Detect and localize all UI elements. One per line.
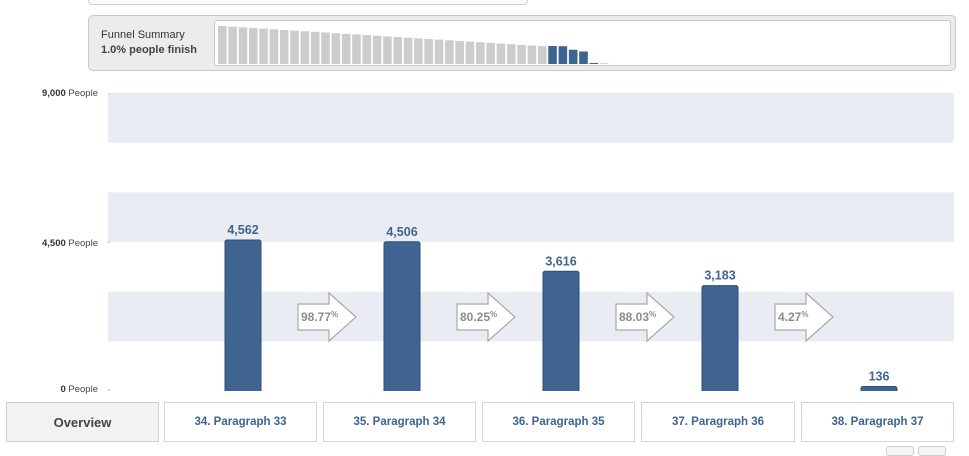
y-label-mid: 4,500 People [41, 238, 98, 249]
top-panel-edge [88, 0, 528, 5]
mini-funnel-bar [383, 36, 392, 64]
conversion-label: 80.25% [460, 310, 497, 324]
mini-funnel-bar [290, 30, 299, 64]
bar-36 [542, 270, 580, 391]
mini-funnel-bar [259, 28, 268, 64]
mini-funnel-chart [218, 26, 609, 64]
mini-funnel-bar [558, 46, 568, 64]
mini-funnel-bar [352, 34, 361, 64]
mini-funnel-bar [310, 31, 320, 64]
bar-34 [224, 239, 262, 391]
mini-funnel-bar [341, 33, 351, 64]
mini-funnel-bar [434, 39, 444, 64]
mini-funnel-bar [537, 46, 547, 64]
mini-funnel-bar [548, 46, 557, 64]
mini-funnel-bar [269, 29, 279, 64]
summary-title: Funnel Summary [101, 29, 185, 41]
mini-funnel-bar [372, 35, 382, 64]
mini-funnel-bar [517, 44, 526, 64]
conversion-arrow [615, 291, 675, 343]
mini-funnel-bar [300, 31, 310, 64]
mini-funnel-bar [599, 63, 609, 64]
tab-step-34[interactable]: 34. Paragraph 33 [164, 402, 317, 442]
grid-band [108, 192, 954, 242]
bar-37 [701, 285, 739, 391]
tab-step-36[interactable]: 36. Paragraph 35 [482, 402, 635, 442]
tab-overview[interactable]: Overview [6, 402, 159, 442]
mini-funnel-bar [321, 32, 330, 64]
value-label: 4,506 [386, 225, 417, 239]
summary-finish-rate: 1.0% people finish [101, 44, 197, 56]
mini-funnel-bar [476, 42, 485, 64]
funnel-chart-svg: 4,562 4,506 3,616 3,183 136 98.77% 80.25% 88.03… [108, 93, 954, 391]
pager-next-button[interactable] [918, 446, 946, 456]
conversion-label: 98.77% [301, 310, 338, 324]
value-label: 4,562 [227, 223, 258, 237]
conversion-arrow [774, 291, 834, 343]
mini-funnel-bar [589, 63, 599, 64]
mini-funnel-bar [424, 39, 433, 64]
mini-funnel-bar [331, 33, 341, 64]
mini-funnel-bar [445, 40, 454, 64]
conversion-arrow [297, 291, 357, 343]
mini-funnel-bar [279, 29, 289, 64]
step-tabs: Overview 34. Paragraph 33 35. Paragraph … [6, 402, 954, 442]
mini-funnel-bar [238, 27, 248, 64]
bar-38 [860, 385, 898, 391]
conversion-label: 88.03% [619, 310, 656, 324]
y-label-top: 9,000 People [41, 88, 98, 99]
mini-funnel-bar [403, 37, 413, 64]
mini-funnel-bar [218, 26, 227, 64]
funnel-summary: Funnel Summary 1.0% people finish [88, 15, 956, 71]
mini-funnel-bar [568, 49, 578, 64]
conversion-arrow [456, 291, 516, 343]
mini-funnel-bar [506, 44, 516, 64]
value-label: 3,616 [545, 254, 576, 268]
grid-band [108, 93, 954, 143]
mini-funnel-bar [455, 40, 464, 64]
bar-35 [383, 241, 421, 391]
value-label: 136 [869, 369, 890, 383]
funnel-chart: 4,562 4,506 3,616 3,183 136 98.77% 80.25% 88.03… [108, 93, 954, 391]
tab-step-38[interactable]: 38. Paragraph 37 [801, 402, 954, 442]
tab-step-35[interactable]: 35. Paragraph 34 [323, 402, 476, 442]
mini-funnel-bar [486, 42, 495, 64]
conversion-label: 4.27% [778, 310, 808, 324]
mini-funnel-bar [362, 35, 372, 64]
mini-funnel-bar [228, 26, 237, 64]
mini-funnel-bar [465, 41, 475, 64]
mini-funnel-bar [393, 37, 403, 64]
pager-prev-button[interactable] [886, 446, 914, 456]
mini-funnel-bar [579, 51, 588, 64]
mini-funnel-bar [496, 43, 506, 64]
mini-funnel-bar [527, 45, 537, 64]
mini-funnel-bar [248, 27, 258, 64]
tab-step-37[interactable]: 37. Paragraph 36 [641, 402, 795, 442]
mini-funnel-panel[interactable] [214, 20, 951, 66]
y-label-bottom: 0 People [60, 384, 98, 395]
mini-funnel-bar [414, 38, 423, 64]
value-label: 3,183 [704, 269, 735, 283]
